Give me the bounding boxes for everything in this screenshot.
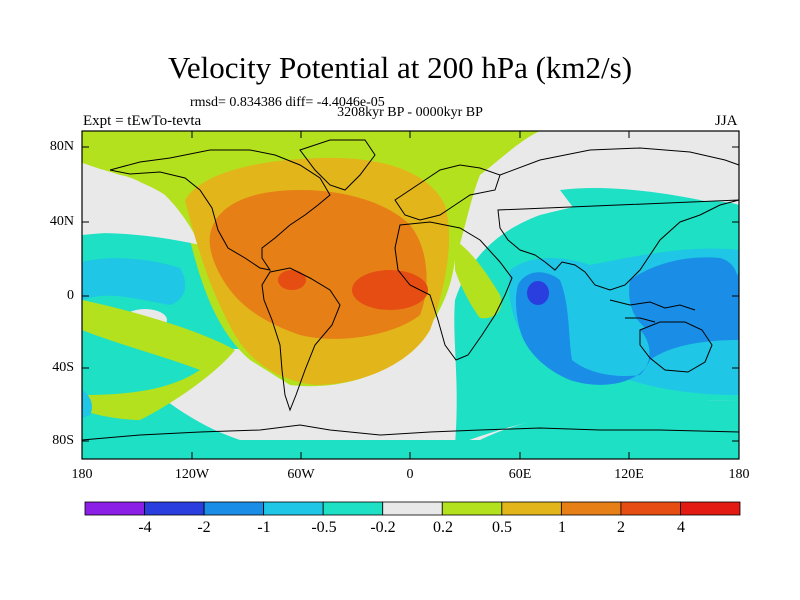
coast-europe [394, 164, 501, 221]
colorbar-box-8 [560, 501, 622, 516]
field-darkblue-indian [527, 281, 549, 305]
coast-africa [394, 221, 513, 361]
field-teal-neurasia [560, 188, 739, 235]
colorbar-label-5: 0.2 [433, 519, 453, 536]
y-label-40n: 40N [49, 214, 74, 229]
colorbar-box-4 [322, 501, 384, 516]
y-label-80n: 80N [49, 139, 74, 154]
colorbar [84, 501, 741, 516]
coast-south-america [261, 267, 341, 412]
coastlines [81, 139, 740, 441]
colorbar-box-9 [620, 501, 681, 516]
map-fields [82, 131, 739, 459]
field-teal-south [82, 330, 739, 459]
colorbar-box-6 [441, 501, 503, 516]
field-cyan-pacific [82, 258, 186, 305]
coast-greenland [299, 139, 376, 191]
x-label-120w: 120W [174, 467, 210, 482]
colorbar-box-3 [263, 501, 324, 516]
coast-north-america [109, 149, 331, 271]
x-label-60w: 60W [287, 467, 315, 482]
chart-title: Velocity Potential at 200 hPa (km2/s) [167, 50, 633, 85]
field-teal-spac2 [82, 330, 200, 395]
experiment-label: Expt = tEwTo-tevta [83, 113, 202, 129]
colorbar-label-3: -0.5 [311, 519, 337, 536]
coast-antarctica [81, 424, 740, 441]
x-label-120e: 120E [614, 467, 644, 482]
field-red-atlantic [352, 270, 428, 310]
colorbar-box-2 [203, 501, 265, 516]
colorbar-box-10 [680, 501, 741, 516]
field-blue-indian [515, 265, 739, 385]
y-label-0: 0 [67, 288, 74, 303]
field-red-amazon [278, 270, 306, 290]
y-label-80s: 80S [52, 433, 74, 448]
y-label-40s: 40S [52, 360, 74, 375]
colorbar-label-7: 1 [558, 519, 566, 536]
colorbar-label-2: -1 [257, 519, 271, 536]
x-label-180e: 180 [728, 467, 750, 482]
period-text: 3208kyr BP - 0000kyr BP [337, 105, 483, 120]
colorbar-box-0 [84, 501, 145, 516]
field-cyan-pacific-east [82, 390, 93, 418]
stats-text: rmsd= 0.834386 diff= -4.4046e-05 [190, 95, 385, 110]
field-neutral-ne-pacific [82, 163, 200, 245]
colorbar-label-4: -0.2 [370, 519, 396, 536]
colorbar-box-5 [382, 501, 443, 516]
colorbar-label-1: -2 [197, 519, 211, 536]
colorbar-box-1 [144, 501, 205, 516]
colorbar-label-8: 2 [617, 519, 625, 536]
axis-ticks [82, 131, 739, 459]
field-blue-westpac [629, 257, 739, 335]
season-label: JJA [715, 113, 738, 129]
colorbar-box-7 [501, 501, 562, 516]
x-label-0: 0 [406, 467, 414, 482]
field-lightgreen-africa [455, 240, 502, 319]
colorbar-label-0: -4 [138, 519, 152, 536]
coast-australia [639, 321, 713, 373]
colorbar-label-9: 4 [677, 519, 685, 536]
coast-asia [497, 147, 740, 291]
coast-indonesia [609, 299, 696, 323]
x-label-180w: 180 [71, 467, 93, 482]
x-label-60e: 60E [508, 467, 532, 482]
colorbar-label-6: 0.5 [492, 519, 512, 536]
